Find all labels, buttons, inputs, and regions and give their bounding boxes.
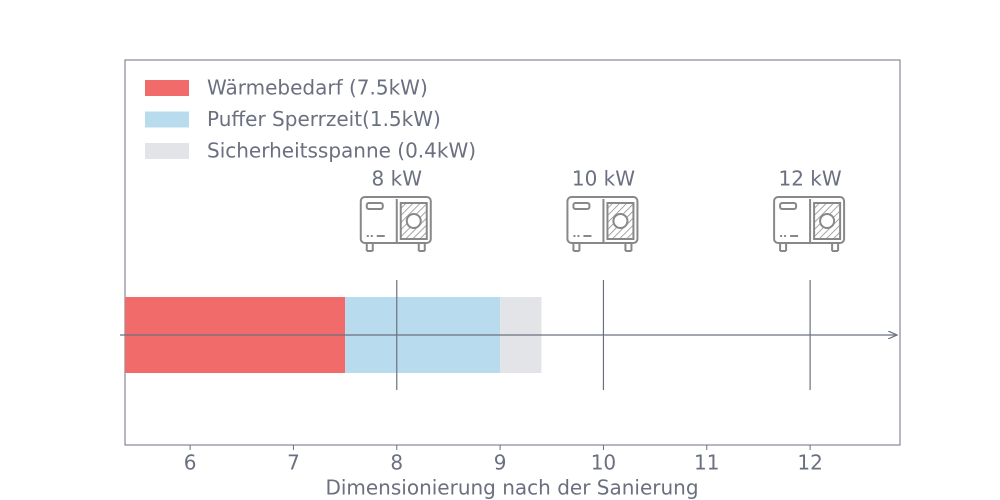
x-tick-label: 12 — [797, 451, 822, 475]
marker-label: 12 kW — [779, 167, 842, 191]
legend-swatch — [145, 80, 189, 96]
x-axis-label: Dimensionierung nach der Sanierung — [325, 476, 698, 500]
legend-swatch — [145, 111, 189, 128]
x-tick-label: 8 — [390, 451, 403, 475]
x-tick-label: 7 — [287, 451, 300, 475]
heat-pump-icon — [359, 196, 432, 252]
x-tick-label: 11 — [694, 451, 719, 475]
x-tick-label: 10 — [591, 451, 616, 475]
heat-pump-icon — [773, 196, 846, 252]
legend-swatch — [145, 143, 189, 159]
legend-label: Sicherheitsspanne (0.4kW) — [207, 139, 476, 163]
plot-frame — [124, 59, 901, 446]
marker-label: 8 kW — [372, 167, 423, 191]
bars — [125, 297, 542, 373]
legend-label: Wärmebedarf (7.5kW) — [207, 76, 428, 100]
x-tick-label: 6 — [184, 451, 197, 475]
marker-label: 10 kW — [572, 167, 635, 191]
legend-label: Puffer Sperrzeit(1.5kW) — [207, 107, 441, 131]
heat-pump-icon — [566, 196, 639, 252]
x-tick-label: 9 — [494, 451, 507, 475]
